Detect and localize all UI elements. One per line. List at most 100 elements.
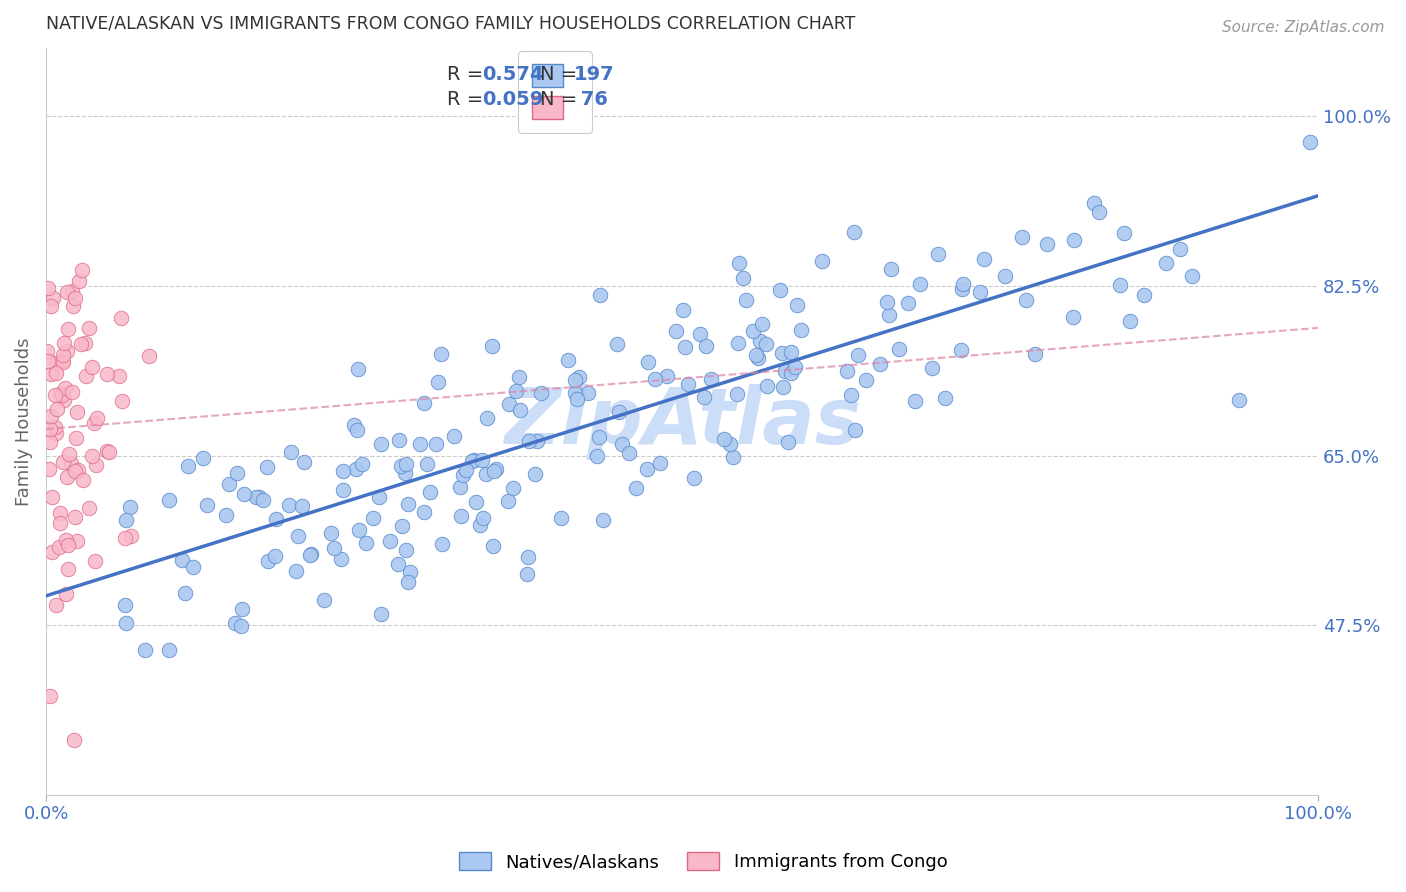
Point <box>53 381 76 395</box>
Point <box>39 367 62 381</box>
Point <box>110 311 132 326</box>
Point <box>1024 347 1046 361</box>
Legend: Natives/Alaskans, Immigrants from Congo: Natives/Alaskans, Immigrants from Congo <box>451 845 955 879</box>
Point <box>264 512 287 526</box>
Point <box>1112 226 1135 240</box>
Point <box>855 373 877 387</box>
Point <box>37 281 59 295</box>
Point <box>1299 135 1322 149</box>
Point <box>516 566 538 581</box>
Point <box>778 434 800 449</box>
Point <box>291 500 314 514</box>
Point <box>1132 288 1154 302</box>
Point <box>181 559 204 574</box>
Point <box>427 375 450 389</box>
Point <box>471 511 494 525</box>
Point <box>772 380 794 394</box>
Text: 197: 197 <box>574 65 614 84</box>
Point <box>879 261 901 276</box>
Point <box>498 397 520 411</box>
Point <box>80 360 103 375</box>
Point <box>98 445 121 459</box>
Point <box>65 510 87 524</box>
Point <box>48 540 70 554</box>
Point <box>111 394 134 409</box>
Point <box>195 498 218 512</box>
Point <box>191 451 214 466</box>
Point <box>973 252 995 267</box>
Point <box>39 409 62 424</box>
Point <box>55 587 77 601</box>
Point <box>245 490 267 504</box>
Point <box>665 325 688 339</box>
Point <box>869 357 891 371</box>
Point <box>55 533 77 547</box>
Point <box>413 396 436 410</box>
Point <box>454 463 477 477</box>
Point <box>321 525 343 540</box>
Point <box>588 430 610 444</box>
Point <box>52 348 75 362</box>
Point <box>60 284 83 298</box>
Point <box>39 689 62 703</box>
Point <box>343 417 366 432</box>
Point <box>370 607 392 621</box>
Point <box>846 347 869 361</box>
Point <box>1063 233 1085 247</box>
Point <box>115 513 138 527</box>
Point <box>65 431 87 445</box>
Point <box>463 452 485 467</box>
Point <box>51 388 73 402</box>
Point <box>294 455 316 469</box>
Point <box>842 225 865 239</box>
Point <box>789 323 811 337</box>
Point <box>312 592 335 607</box>
Point <box>38 422 60 436</box>
Text: R =: R = <box>447 89 489 109</box>
Point <box>1119 314 1142 328</box>
Point <box>229 619 252 633</box>
Point <box>52 336 75 351</box>
Point <box>252 492 274 507</box>
Point <box>114 598 136 612</box>
Point <box>786 298 808 312</box>
Point <box>347 523 370 537</box>
Point <box>735 293 758 307</box>
Point <box>785 360 807 375</box>
Point <box>755 379 778 393</box>
Point <box>610 437 633 451</box>
Point <box>45 366 67 380</box>
Point <box>755 336 778 351</box>
Point <box>35 344 58 359</box>
Point <box>66 533 89 548</box>
Text: 0.574: 0.574 <box>482 65 544 84</box>
Point <box>1036 237 1059 252</box>
Point <box>285 565 308 579</box>
Point <box>84 458 107 472</box>
Point <box>443 429 465 443</box>
Point <box>449 480 471 494</box>
Text: 0.059: 0.059 <box>482 89 544 109</box>
Point <box>70 337 93 351</box>
Point <box>67 275 90 289</box>
Point <box>585 449 607 463</box>
Point <box>42 291 65 305</box>
Point <box>839 388 862 402</box>
Point <box>934 391 956 405</box>
Point <box>224 616 246 631</box>
Point <box>921 361 943 376</box>
Point <box>609 405 631 419</box>
Point <box>408 437 430 451</box>
Point <box>51 353 73 368</box>
Point <box>60 384 83 399</box>
Point <box>952 277 974 291</box>
Point <box>395 543 418 558</box>
Point <box>475 467 498 482</box>
Point <box>1181 268 1204 283</box>
Point <box>38 462 60 476</box>
Point <box>835 364 858 378</box>
Point <box>44 425 66 440</box>
Point <box>56 538 79 552</box>
Point <box>66 462 89 476</box>
Point <box>176 458 198 473</box>
